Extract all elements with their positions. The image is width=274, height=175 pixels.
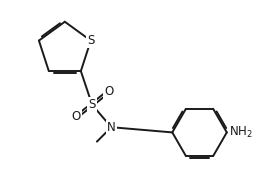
Text: S: S	[87, 34, 95, 47]
Text: N: N	[107, 121, 116, 134]
Text: O: O	[104, 85, 113, 98]
Text: NH$_2$: NH$_2$	[229, 125, 253, 140]
Text: S: S	[89, 98, 96, 111]
Text: O: O	[72, 110, 81, 123]
